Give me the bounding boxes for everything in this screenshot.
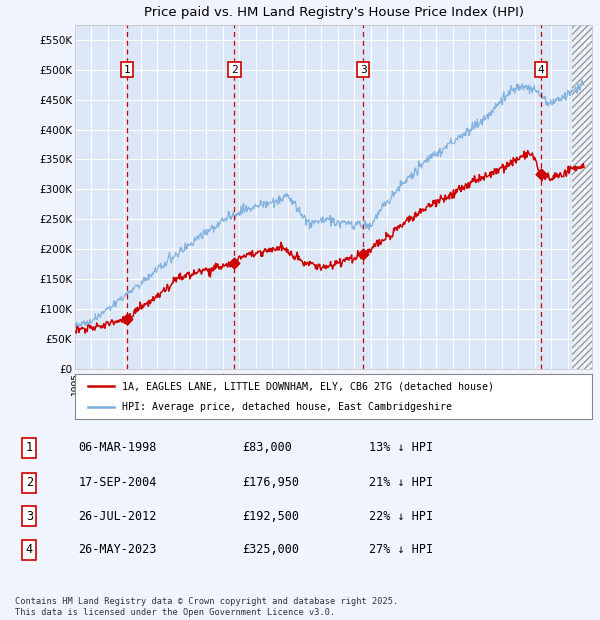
Text: Contains HM Land Registry data © Crown copyright and database right 2025.
This d: Contains HM Land Registry data © Crown c… [15, 598, 398, 617]
Text: 1: 1 [124, 64, 131, 74]
Bar [572, 25, 592, 369]
Point [536, 169, 546, 179]
Point [230, 258, 239, 268]
Text: 17-SEP-2004: 17-SEP-2004 [78, 476, 157, 489]
Text: £83,000: £83,000 [242, 441, 292, 454]
Text: 4: 4 [26, 543, 33, 556]
Text: HPI: Average price, detached house, East Cambridgeshire: HPI: Average price, detached house, East… [122, 402, 452, 412]
Text: 22% ↓ HPI: 22% ↓ HPI [369, 510, 433, 523]
Text: 06-MAR-1998: 06-MAR-1998 [78, 441, 157, 454]
Text: 27% ↓ HPI: 27% ↓ HPI [369, 543, 433, 556]
Text: 1: 1 [26, 441, 33, 454]
Text: 26-MAY-2023: 26-MAY-2023 [78, 543, 157, 556]
Point [359, 249, 368, 259]
Text: 1A, EAGLES LANE, LITTLE DOWNHAM, ELY, CB6 2TG (detached house): 1A, EAGLES LANE, LITTLE DOWNHAM, ELY, CB… [122, 381, 494, 391]
Point [122, 314, 132, 324]
Text: 2: 2 [231, 64, 238, 74]
Text: 2: 2 [26, 476, 33, 489]
Text: 21% ↓ HPI: 21% ↓ HPI [369, 476, 433, 489]
Text: £325,000: £325,000 [242, 543, 299, 556]
Title: 1A, EAGLES LANE, LITTLE DOWNHAM, ELY, CB6 2TG
Price paid vs. HM Land Registry's : 1A, EAGLES LANE, LITTLE DOWNHAM, ELY, CB… [143, 0, 524, 19]
Text: £192,500: £192,500 [242, 510, 299, 523]
Text: 26-JUL-2012: 26-JUL-2012 [78, 510, 157, 523]
Bar [572, 25, 592, 369]
Text: 13% ↓ HPI: 13% ↓ HPI [369, 441, 433, 454]
Text: 3: 3 [26, 510, 33, 523]
Text: 3: 3 [360, 64, 367, 74]
Text: £176,950: £176,950 [242, 476, 299, 489]
Text: 4: 4 [538, 64, 545, 74]
